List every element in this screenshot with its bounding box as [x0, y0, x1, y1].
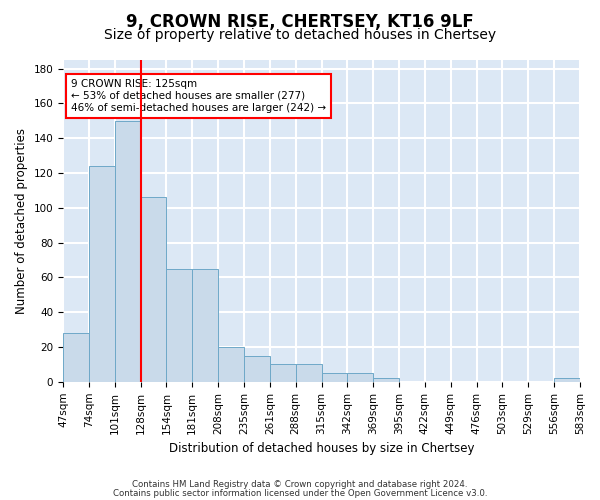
- Bar: [89, 166, 115, 382]
- Text: 9 CROWN RISE: 125sqm
← 53% of detached houses are smaller (277)
46% of semi-deta: 9 CROWN RISE: 125sqm ← 53% of detached h…: [71, 80, 326, 112]
- Text: Size of property relative to detached houses in Chertsey: Size of property relative to detached ho…: [104, 28, 496, 42]
- Bar: [192, 268, 218, 382]
- Bar: [373, 378, 399, 382]
- Bar: [140, 198, 166, 382]
- Y-axis label: Number of detached properties: Number of detached properties: [15, 128, 28, 314]
- Text: 9, CROWN RISE, CHERTSEY, KT16 9LF: 9, CROWN RISE, CHERTSEY, KT16 9LF: [126, 12, 474, 30]
- Bar: [115, 121, 140, 382]
- Bar: [347, 373, 373, 382]
- Bar: [554, 378, 580, 382]
- Bar: [218, 347, 244, 382]
- Bar: [296, 364, 322, 382]
- Bar: [322, 373, 347, 382]
- Bar: [166, 268, 192, 382]
- Text: Contains public sector information licensed under the Open Government Licence v3: Contains public sector information licen…: [113, 488, 487, 498]
- X-axis label: Distribution of detached houses by size in Chertsey: Distribution of detached houses by size …: [169, 442, 474, 455]
- Bar: [63, 333, 89, 382]
- Bar: [244, 356, 270, 382]
- Bar: [270, 364, 296, 382]
- Text: Contains HM Land Registry data © Crown copyright and database right 2024.: Contains HM Land Registry data © Crown c…: [132, 480, 468, 489]
